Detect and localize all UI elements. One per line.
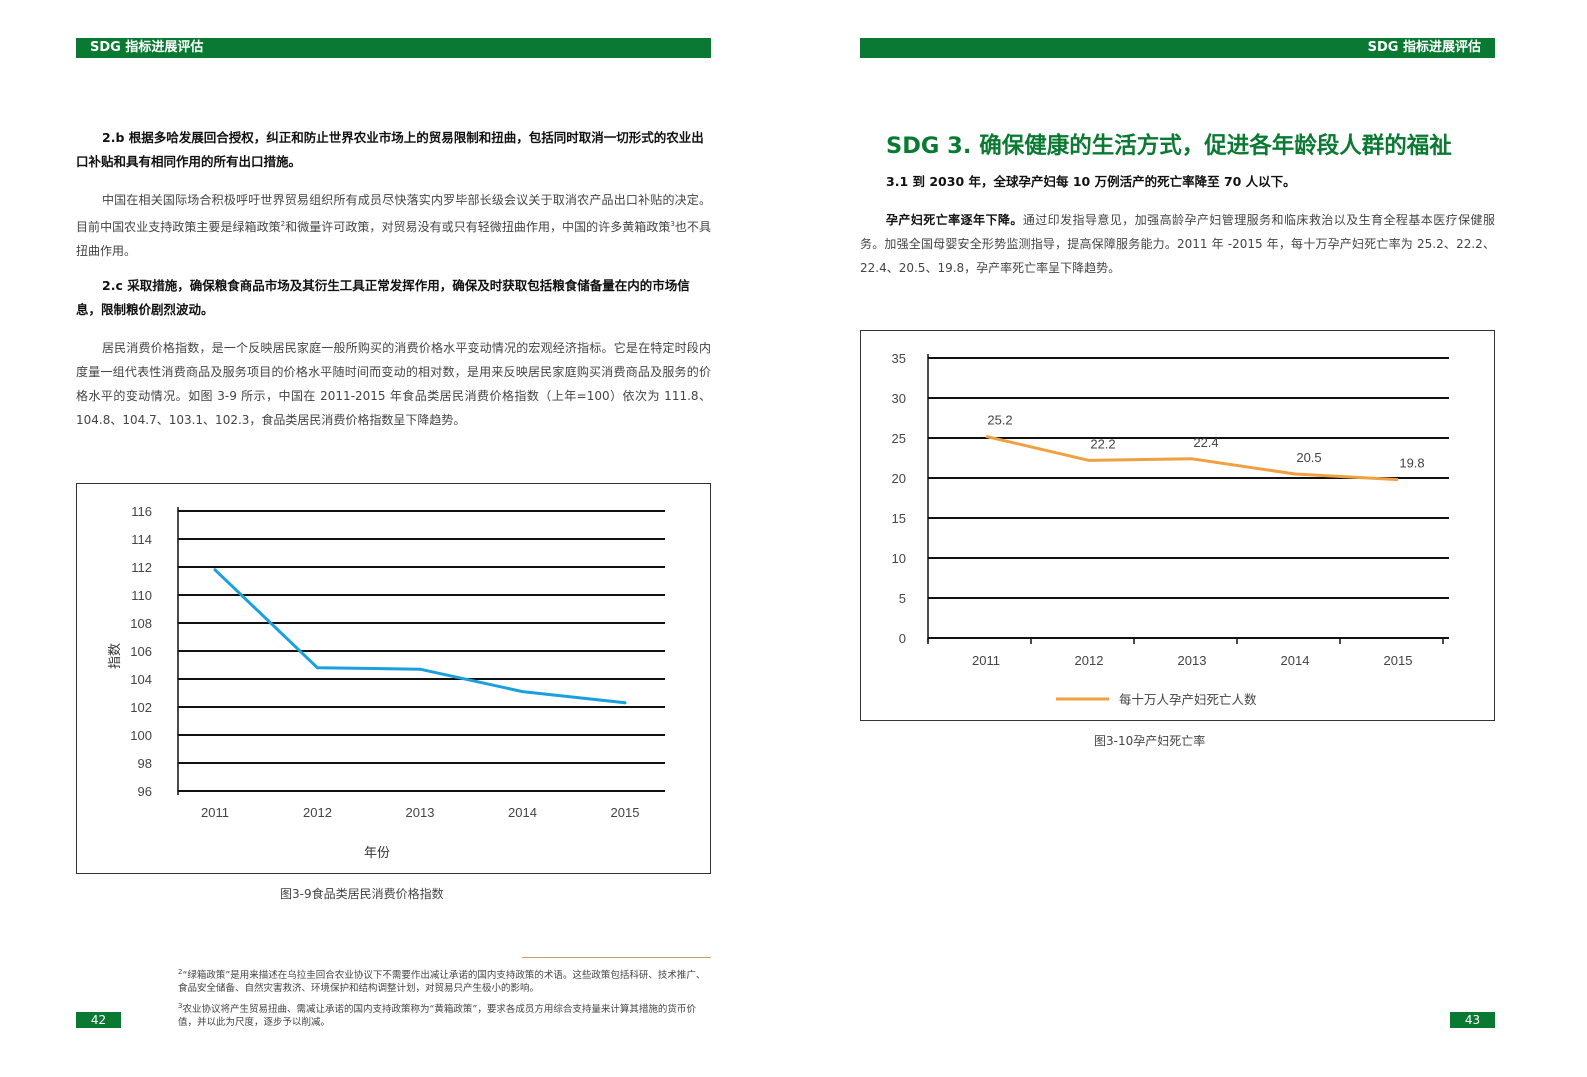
section-2c-heading: 2.c 采取措施，确保粮食商品市场及其衍生工具正常发挥作用，确保及时获取包括粮食…: [76, 278, 690, 317]
x-tick-label-4: 2015: [611, 805, 640, 820]
maternal-series-line: [985, 434, 1399, 482]
maternal-chart-caption: 图3-10孕产妇死亡率: [1094, 734, 1206, 748]
x-tick-label-2: 2013: [406, 805, 435, 820]
right-page: SDG 指标进展评估 SDG 3. 确保健康的生活方式，促进各年龄段人群的福祉 …: [794, 0, 1587, 1077]
y-tick-label-2-1: 5: [899, 591, 906, 606]
footnote-ref-2: 2: [280, 220, 286, 228]
x-tick-label-2-0: 2011: [972, 653, 1000, 668]
legend-label: 每十万人孕产妇死亡人数: [1119, 692, 1257, 707]
x-tick-label-2-1: 2012: [1075, 653, 1104, 668]
section-2b-paragraph: 中国在相关国际场合积极呼吁世界贸易组织所有成员尽快落实内罗毕部长级会议关于取消农…: [76, 188, 711, 263]
y-tick-label-2-5: 25: [892, 431, 906, 446]
y-tick-label-2-6: 30: [892, 391, 906, 406]
para-2b-part-b: 和微量许可政策，对贸易没有或只有轻微扭曲作用，中国的许多黄箱政策: [285, 220, 671, 234]
section-2c-paragraph: 居民消费价格指数，是一个反映居民家庭一般所购买的消费价格水平变动情况的宏观经济指…: [76, 336, 711, 432]
left-page: SDG 指标进展评估 2.b 根据多哈发展回合授权，纠正和防止世界农业市场上的贸…: [0, 0, 793, 1077]
data-label-1: 22.2: [1090, 436, 1115, 451]
footnote-2-number: 2: [178, 968, 183, 976]
y-tick-label-1: 98: [138, 756, 152, 771]
cpi-point-4: [623, 701, 627, 705]
cpi-point-1: [316, 666, 319, 670]
sdg3-title: SDG 3. 确保健康的生活方式，促进各年龄段人群的福祉: [886, 133, 1452, 159]
y-tick-label-2-3: 15: [892, 511, 906, 526]
para-2b-part-a: 中国在相关国际场合积极呼吁世界贸易组织所有成员尽快落实内罗毕部长级会议关于取消农…: [76, 193, 711, 234]
right-header-bar: SDG 指标进展评估: [860, 38, 1495, 58]
page-number-right: 43: [1450, 1012, 1495, 1028]
data-label-2: 22.4: [1193, 435, 1218, 450]
para-2b-part-c: 也不具扭曲作用。: [76, 220, 711, 258]
x-axis-label: 年份: [364, 846, 390, 861]
y-tick-label-2-4: 20: [892, 471, 906, 486]
para-31-text: 通过印发指导意见，加强高龄孕产妇管理服务和临床救治以及生育全程基本医疗保健服务。…: [860, 213, 1495, 275]
y-tick-label-8: 112: [131, 560, 152, 575]
footnote-divider: [522, 957, 711, 958]
data-label-4: 19.8: [1399, 456, 1424, 471]
y-tick-label-6: 108: [130, 616, 152, 631]
left-header-bar: SDG 指标进展评估: [76, 38, 711, 58]
x-tick-label-3: 2014: [508, 805, 537, 820]
section-31-paragraph: 孕产妇死亡率逐年下降。通过印发指导意见，加强高龄孕产妇管理服务和临床救治以及生育…: [860, 208, 1495, 280]
y-tick-label-10: 116: [131, 504, 152, 519]
x-tick-label-2-2: 2013: [1178, 653, 1207, 668]
x-tick-label-2-3: 2014: [1281, 653, 1310, 668]
data-label-0: 25.2: [987, 412, 1012, 427]
footnote-ref-3: 3: [670, 220, 675, 228]
footnote-3-text: 农业协议将产生贸易扭曲、需减让承诺的国内支持政策称为“黄箱政策”，要求各成员方用…: [178, 1004, 696, 1029]
y-tick-label-2-7: 35: [892, 351, 906, 366]
section-2b-heading: 2.b 根据多哈发展回合授权，纠正和防止世界农业市场上的贸易限制和扭曲，包括同时…: [76, 130, 704, 169]
y-tick-label-2-0: 0: [899, 631, 906, 646]
footnote-3: 3农业协议将产生贸易扭曲、需减让承诺的国内支持政策称为“黄箱政策”，要求各成员方…: [178, 1000, 711, 1029]
y-axis-label: 指数: [108, 643, 123, 669]
y-tick-label-2-2: 10: [892, 551, 906, 566]
footnote-2: 2“绿箱政策”是用来描述在乌拉圭回合农业协议下不需要作出减让承诺的国内支持政策的…: [178, 966, 711, 995]
y-tick-label-4: 104: [130, 672, 152, 687]
x-tick-label-0: 2011: [201, 805, 229, 820]
section-31-heading: 3.1 到 2030 年，全球孕产妇每 10 万例活产的死亡率降至 70 人以下…: [886, 174, 1296, 189]
para-31-lead: 孕产妇死亡率逐年下降。: [886, 213, 1023, 227]
footnote-3-number: 3: [178, 1002, 183, 1011]
maternal-mortality-chart-frame: 0 5 10 15 20 25 30 35 2011 2012 2013 2014 2015 25.2 22…: [860, 330, 1495, 721]
y-tick-label-0: 96: [138, 784, 152, 799]
cpi-line-chart: 96 98 100 102 104 106 108 110 112 114 116 2011 2012 2…: [108, 504, 665, 861]
right-header-text: SDG 指标进展评估: [1367, 40, 1481, 55]
data-label-3: 20.5: [1296, 450, 1321, 465]
para-2c-text: 居民消费价格指数，是一个反映居民家庭一般所购买的消费价格水平变动情况的宏观经济指…: [76, 341, 711, 427]
y-tick-label-5: 106: [130, 644, 152, 659]
x-tick-label-1: 2012: [303, 805, 332, 820]
y-tick-label-2: 100: [130, 728, 152, 743]
footnotes: 2“绿箱政策”是用来描述在乌拉圭回合农业协议下不需要作出减让承诺的国内支持政策的…: [178, 966, 711, 1034]
page-number-left: 42: [76, 1012, 121, 1028]
left-header-text: SDG 指标进展评估: [90, 40, 204, 55]
footnote-2-text: “绿箱政策”是用来描述在乌拉圭回合农业协议下不需要作出减让承诺的国内支持政策的术…: [178, 970, 706, 995]
cpi-point-3: [521, 690, 524, 694]
cpi-point-2: [418, 667, 422, 671]
y-tick-label-3: 102: [130, 700, 152, 715]
maternal-mortality-line-chart: 0 5 10 15 20 25 30 35 2011 2012 2013 2014 2015 25.2 22…: [892, 351, 1449, 707]
x-tick-label-2-4: 2015: [1384, 653, 1413, 668]
cpi-chart-caption: 图3-9食品类居民消费价格指数: [280, 887, 444, 901]
cpi-point-0: [213, 568, 217, 572]
cpi-series-line: [213, 568, 626, 705]
y-tick-label-7: 110: [131, 588, 152, 603]
cpi-chart-frame: 96 98 100 102 104 106 108 110 112 114 116 2011 2012 2…: [76, 483, 711, 874]
y-tick-label-9: 114: [131, 532, 152, 547]
